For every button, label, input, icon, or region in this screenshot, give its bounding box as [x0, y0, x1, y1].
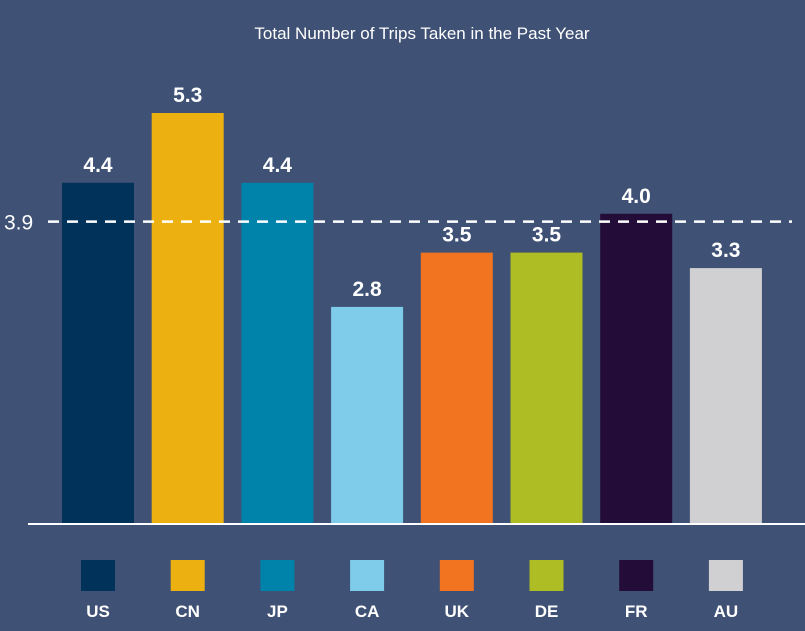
legend-swatch-us: [81, 560, 115, 591]
legend: US CN JP CA UK DE FR AU: [81, 560, 743, 621]
value-label-de: 3.5: [532, 224, 562, 247]
value-label-au: 3.3: [711, 239, 740, 262]
legend-swatch-ca: [350, 560, 385, 591]
value-label-fr: 4.0: [622, 185, 651, 208]
legend-swatch-uk: [439, 560, 474, 591]
bar-us: [62, 182, 134, 525]
legend-label-fr: FR: [625, 602, 648, 621]
legend-label-au: AU: [714, 602, 739, 621]
legend-label-uk: UK: [445, 602, 470, 621]
legend-swatch-de: [529, 560, 564, 591]
bar-au: [689, 268, 762, 524]
value-label-cn: 5.3: [173, 84, 202, 107]
bar-de: [510, 252, 583, 524]
legend-label-cn: CN: [175, 602, 200, 621]
value-label-us: 4.4: [83, 154, 113, 177]
bar-fr: [600, 213, 673, 525]
legend-label-us: US: [86, 602, 110, 621]
bar-cn: [151, 113, 224, 524]
reference-line-label: 3.9: [4, 212, 33, 235]
legend-swatch-fr: [619, 560, 654, 591]
bar-ca: [331, 306, 404, 524]
value-label-jp: 4.4: [263, 154, 293, 177]
legend-swatch-jp: [260, 560, 295, 591]
legend-swatch-au: [708, 560, 743, 591]
bar-uk: [420, 252, 493, 524]
bars-group: [62, 113, 762, 525]
chart-title: Total Number of Trips Taken in the Past …: [254, 24, 589, 43]
legend-label-jp: JP: [267, 602, 288, 621]
value-labels-group: 4.4 5.3 4.4 2.8 3.5 3.5 4.0 3.3: [83, 84, 740, 301]
legend-label-de: DE: [535, 602, 559, 621]
bar-jp: [241, 182, 314, 525]
value-label-uk: 3.5: [442, 224, 472, 247]
legend-label-ca: CA: [355, 602, 380, 621]
value-label-ca: 2.8: [352, 278, 382, 301]
legend-swatch-cn: [170, 560, 205, 591]
